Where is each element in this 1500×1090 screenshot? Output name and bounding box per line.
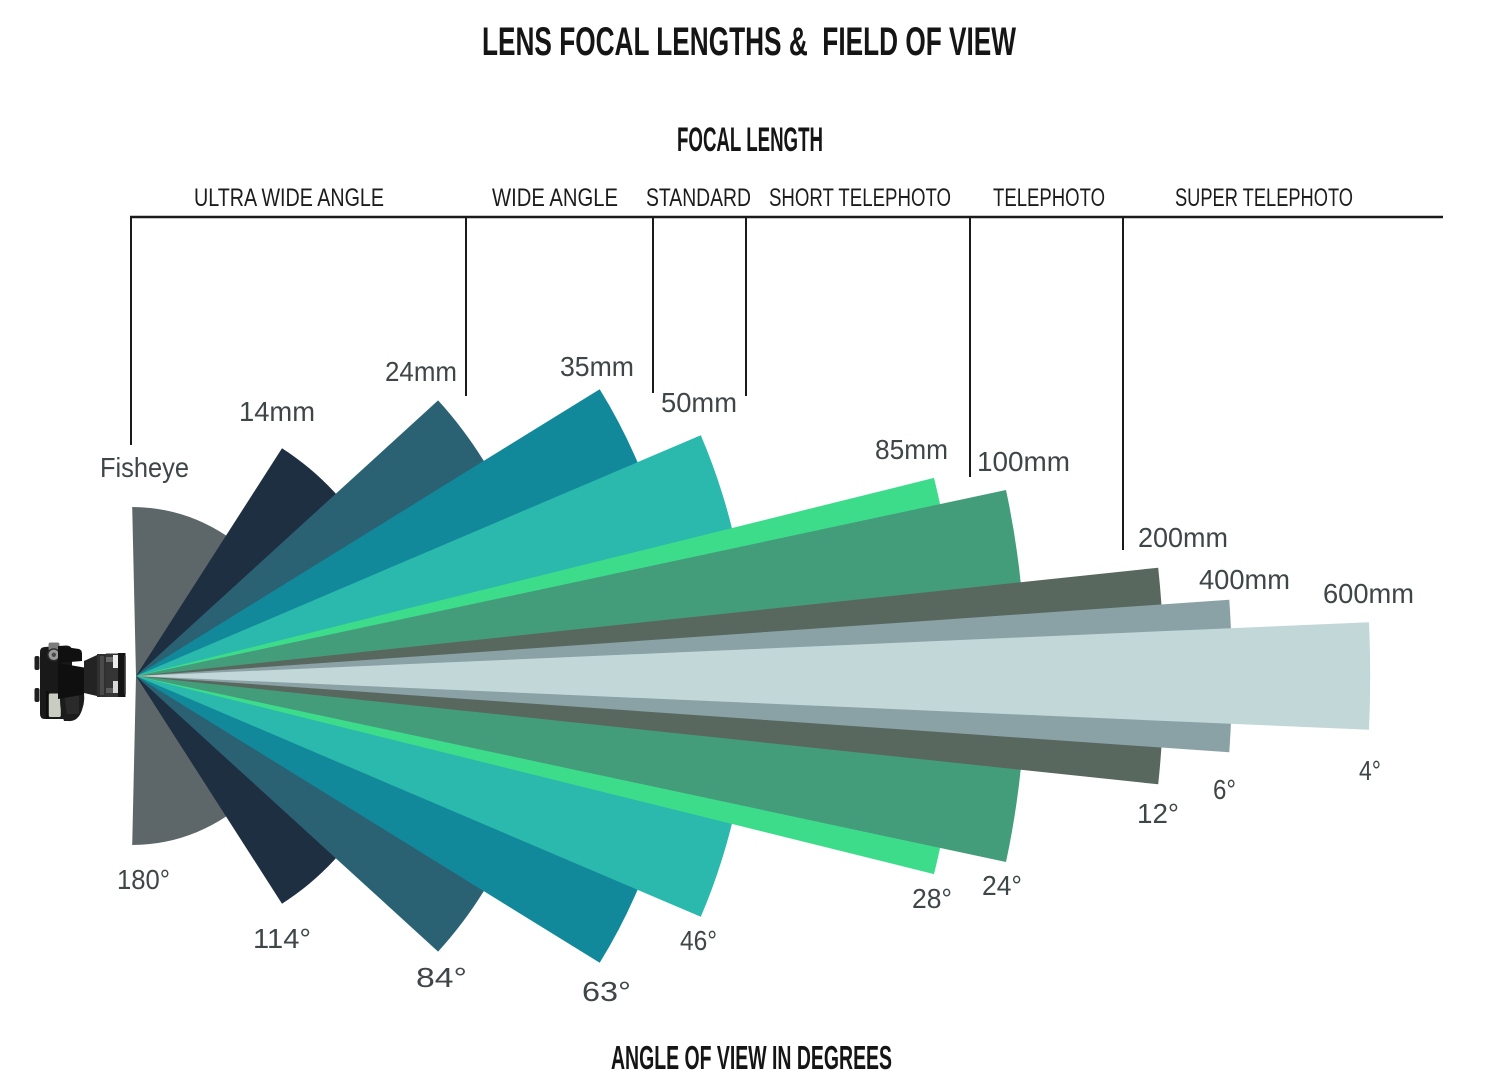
svg-text:ANGLE OF VIEW IN DEGREES: ANGLE OF VIEW IN DEGREES <box>611 1039 892 1076</box>
svg-text:35mm: 35mm <box>560 351 634 382</box>
svg-text:85mm: 85mm <box>875 434 948 465</box>
svg-text:SUPER TELEPHOTO: SUPER TELEPHOTO <box>1175 184 1353 212</box>
svg-text:TELEPHOTO: TELEPHOTO <box>993 184 1105 212</box>
svg-text:STANDARD: STANDARD <box>646 184 751 212</box>
svg-text:ULTRA WIDE ANGLE: ULTRA WIDE ANGLE <box>194 184 384 212</box>
svg-text:LENS FOCAL LENGTHS & FIELD OF: LENS FOCAL LENGTHS & FIELD OF VIEW <box>482 20 1016 64</box>
svg-text:24mm: 24mm <box>385 356 457 387</box>
svg-text:Fisheye: Fisheye <box>100 452 189 483</box>
svg-text:100mm: 100mm <box>977 446 1070 477</box>
svg-text:SHORT TELEPHOTO: SHORT TELEPHOTO <box>769 184 951 212</box>
svg-text:12°: 12° <box>1137 798 1179 829</box>
svg-text:FOCAL LENGTH: FOCAL LENGTH <box>677 121 823 159</box>
svg-text:50mm: 50mm <box>661 387 737 418</box>
svg-text:600mm: 600mm <box>1323 578 1414 609</box>
svg-text:400mm: 400mm <box>1199 564 1290 595</box>
svg-text:WIDE ANGLE: WIDE ANGLE <box>492 184 618 212</box>
svg-text:46°: 46° <box>680 925 717 956</box>
svg-text:180°: 180° <box>117 864 170 895</box>
svg-text:114°: 114° <box>253 923 311 954</box>
svg-text:6°: 6° <box>1213 774 1236 805</box>
svg-text:24°: 24° <box>982 870 1022 901</box>
svg-text:14mm: 14mm <box>239 396 315 427</box>
svg-text:63°: 63° <box>582 976 631 1007</box>
svg-text:84°: 84° <box>416 962 467 993</box>
svg-text:200mm: 200mm <box>1138 522 1228 553</box>
svg-text:28°: 28° <box>912 883 952 914</box>
svg-text:4°: 4° <box>1359 755 1381 786</box>
